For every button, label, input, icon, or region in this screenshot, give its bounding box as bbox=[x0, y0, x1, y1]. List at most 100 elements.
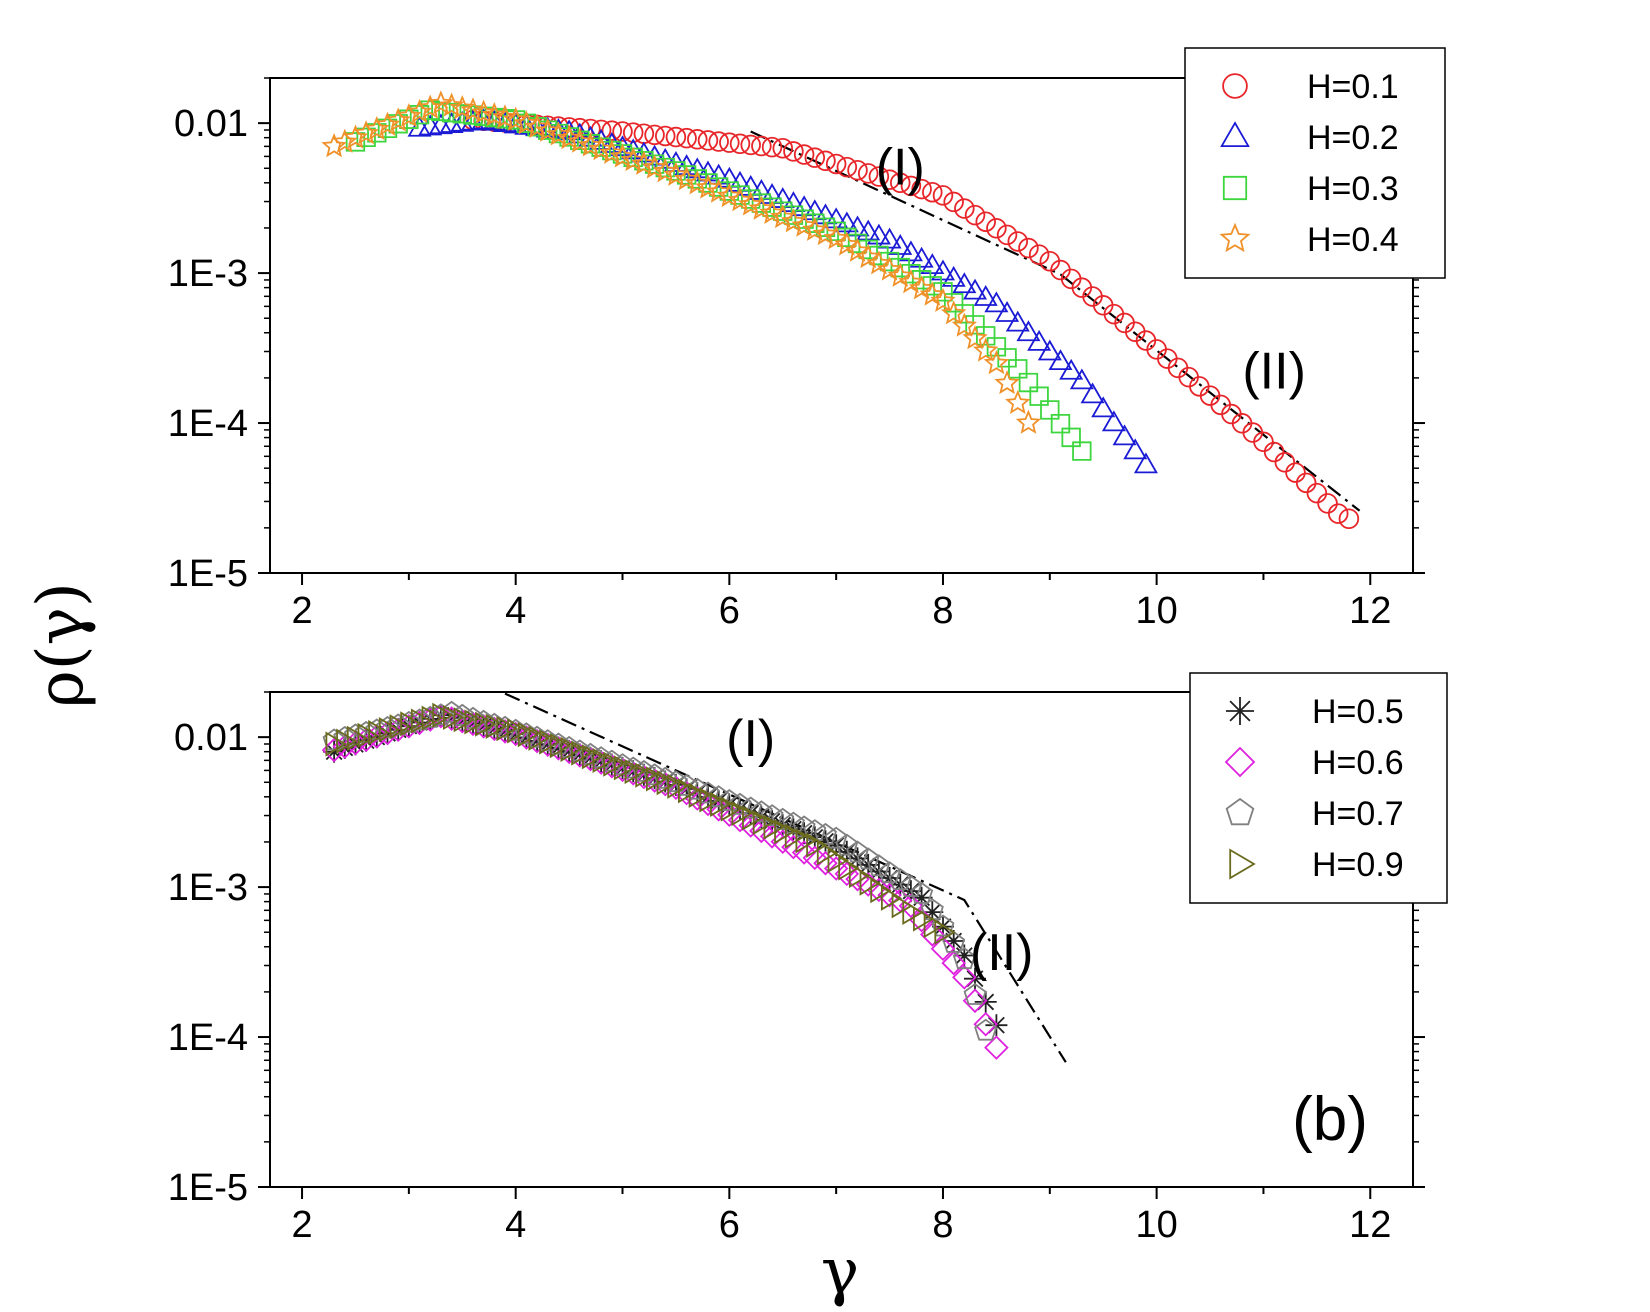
data-point bbox=[556, 125, 582, 150]
data-point bbox=[1072, 441, 1092, 461]
data-point bbox=[421, 705, 444, 731]
data-point bbox=[844, 237, 871, 262]
series-H=0.5 bbox=[323, 704, 1008, 1037]
legend-label: H=0.4 bbox=[1307, 221, 1399, 259]
data-point bbox=[528, 725, 550, 751]
data-point bbox=[930, 936, 956, 962]
data-point bbox=[577, 132, 604, 157]
data-point bbox=[442, 704, 465, 731]
legend-marker bbox=[1219, 222, 1251, 253]
data-point bbox=[674, 154, 699, 176]
data-point bbox=[870, 878, 892, 904]
data-point bbox=[336, 728, 358, 754]
data-point bbox=[483, 717, 506, 740]
data-point bbox=[451, 709, 474, 732]
series-H=0.4 bbox=[321, 90, 1042, 434]
data-point bbox=[707, 785, 731, 808]
data-point bbox=[793, 822, 816, 845]
data-point bbox=[876, 256, 903, 281]
data-point bbox=[824, 826, 848, 849]
data-point bbox=[1133, 452, 1158, 474]
data-point bbox=[823, 225, 849, 250]
data-point bbox=[368, 719, 390, 746]
data-point bbox=[599, 132, 624, 153]
data-point bbox=[784, 823, 807, 849]
data-point bbox=[761, 136, 783, 158]
data-point bbox=[496, 716, 518, 742]
x-tick-label: 10 bbox=[1135, 1204, 1177, 1246]
y-tick-label: 1E-4 bbox=[168, 403, 248, 445]
x-tick-label: 4 bbox=[505, 1204, 526, 1246]
legend-label: H=0.9 bbox=[1312, 846, 1404, 884]
data-point bbox=[846, 840, 870, 863]
data-point bbox=[612, 144, 633, 164]
data-point bbox=[699, 787, 721, 813]
data-point bbox=[641, 154, 668, 179]
data-point bbox=[667, 773, 689, 799]
data-point bbox=[1005, 310, 1030, 332]
data-point bbox=[806, 832, 828, 858]
data-point bbox=[635, 762, 657, 788]
data-point bbox=[1306, 482, 1328, 504]
data-point bbox=[834, 231, 860, 256]
data-point bbox=[848, 862, 871, 889]
guide-line bbox=[750, 130, 1361, 512]
data-point bbox=[759, 199, 785, 225]
data-point bbox=[397, 710, 421, 733]
data-point bbox=[910, 881, 934, 904]
data-point bbox=[1048, 349, 1073, 371]
data-point bbox=[932, 185, 954, 206]
data-point bbox=[972, 337, 999, 362]
data-point bbox=[856, 219, 881, 241]
data-point bbox=[644, 124, 665, 146]
data-point bbox=[432, 702, 454, 728]
data-point bbox=[983, 350, 1010, 375]
data-point bbox=[1101, 410, 1126, 432]
data-point bbox=[706, 178, 732, 203]
data-point bbox=[720, 796, 743, 822]
data-point bbox=[931, 914, 955, 937]
data-point bbox=[685, 157, 710, 179]
data-point bbox=[891, 893, 914, 919]
data-point bbox=[1123, 438, 1148, 460]
y-tick-label: 0.01 bbox=[174, 103, 248, 145]
series-H=0.7 bbox=[322, 700, 998, 1041]
region-annotation: (I) bbox=[876, 138, 925, 196]
data-point bbox=[396, 103, 422, 128]
data-point bbox=[656, 770, 679, 796]
x-tick-label: 2 bbox=[291, 590, 312, 632]
data-point bbox=[342, 124, 369, 149]
region-annotation: (II) bbox=[970, 924, 1034, 982]
data-point bbox=[386, 713, 410, 736]
data-point bbox=[323, 740, 346, 763]
data-point bbox=[984, 1035, 1009, 1060]
data-point bbox=[539, 729, 561, 755]
data-point bbox=[502, 106, 529, 131]
data-point bbox=[710, 791, 732, 818]
data-point bbox=[580, 134, 601, 154]
data-point bbox=[346, 725, 369, 751]
data-point bbox=[407, 115, 432, 137]
data-point bbox=[847, 159, 868, 181]
data-point bbox=[1050, 413, 1071, 434]
data-point bbox=[888, 234, 913, 255]
y-tick-label: 1E-5 bbox=[168, 553, 248, 595]
data-point bbox=[995, 301, 1020, 322]
data-point bbox=[976, 326, 996, 346]
data-point bbox=[676, 127, 697, 149]
data-point bbox=[644, 154, 665, 174]
data-point bbox=[1015, 409, 1042, 434]
data-point bbox=[355, 729, 378, 752]
data-point bbox=[1037, 339, 1062, 361]
data-point bbox=[973, 285, 998, 306]
data-point bbox=[385, 107, 411, 132]
series-H=0.9 bbox=[325, 702, 956, 945]
data-point bbox=[866, 250, 892, 275]
data-point bbox=[374, 111, 401, 136]
data-point bbox=[526, 729, 549, 752]
data-point bbox=[962, 325, 988, 350]
data-point bbox=[1253, 431, 1274, 453]
data-point bbox=[697, 130, 719, 151]
data-point bbox=[902, 899, 924, 926]
data-point bbox=[898, 240, 923, 262]
